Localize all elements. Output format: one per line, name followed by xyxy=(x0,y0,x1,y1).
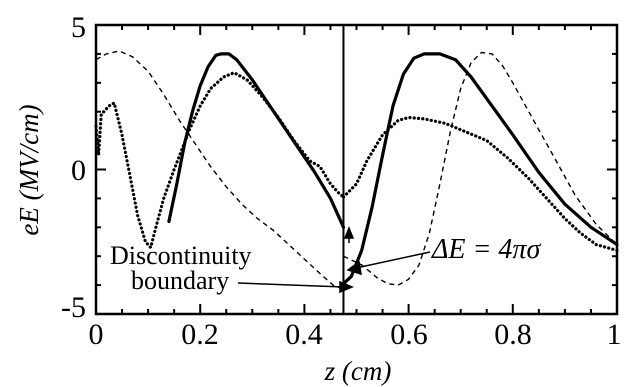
x-tick-label: 0 xyxy=(89,318,104,351)
series-line-dashed xyxy=(95,50,618,291)
annotation-boundary-line1: Discontinuity xyxy=(110,241,252,270)
jump-arrow xyxy=(355,251,431,269)
y-tick-label: 0 xyxy=(71,154,86,187)
y-ticks xyxy=(96,24,617,315)
series-line-solid xyxy=(167,52,619,286)
x-tick-label: 0.6 xyxy=(390,318,428,351)
jump-arrowhead xyxy=(346,260,362,276)
series-line-dotted xyxy=(94,71,619,252)
x-tick-label: 0.4 xyxy=(285,318,323,351)
y-tick-label: 5 xyxy=(71,11,86,44)
x-axis-label: z (cm) xyxy=(324,356,392,386)
annotation-arrows xyxy=(237,225,431,294)
boundary-arrow xyxy=(237,282,345,288)
annotation-boundary-line2: boundary xyxy=(131,266,229,295)
x-tick-label: 0.8 xyxy=(494,318,532,351)
jump-marker-top-head xyxy=(343,225,355,239)
y-tick-label: -5 xyxy=(61,291,86,324)
y-axis-label: eE (MV/cm) xyxy=(14,104,44,235)
annotation-jump: ΔE = 4πσ xyxy=(431,234,541,265)
x-ticks xyxy=(95,25,618,314)
x-tick-label: 0.2 xyxy=(181,318,219,351)
plot-layer xyxy=(94,25,619,314)
x-tick-label: 1 xyxy=(607,318,622,351)
boundary-arrowhead xyxy=(339,280,354,294)
